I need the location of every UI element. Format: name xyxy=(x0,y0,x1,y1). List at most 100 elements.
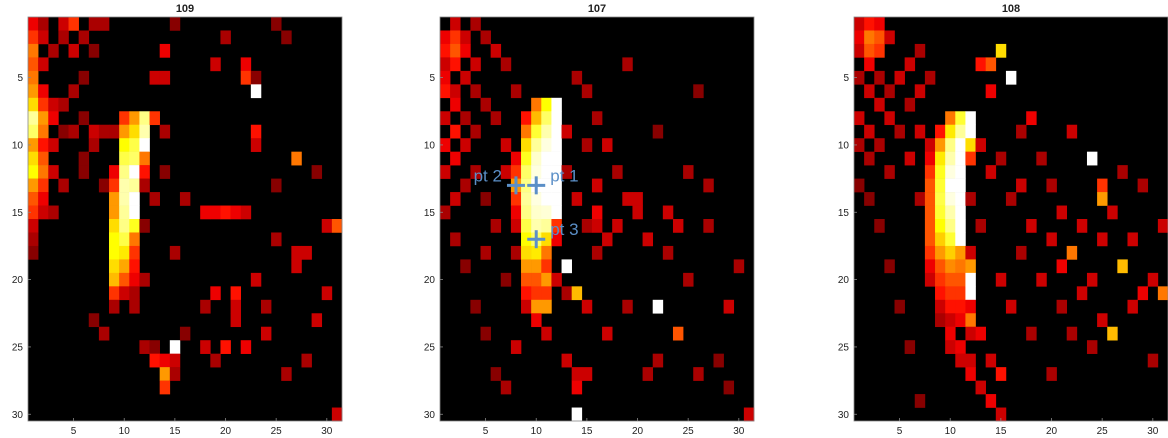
heatmap-cell xyxy=(995,151,1007,166)
heatmap-cell xyxy=(551,205,562,220)
heatmap-cell xyxy=(531,272,542,287)
heatmap-cell xyxy=(109,178,120,193)
heatmap-cell xyxy=(602,232,613,247)
heatmap-cell xyxy=(311,313,323,328)
heatmap-cell xyxy=(38,57,49,72)
heatmap-cell xyxy=(945,245,956,260)
heatmap-cell xyxy=(510,165,522,179)
heatmap-cell xyxy=(169,353,181,368)
heatmap-cell xyxy=(874,97,885,112)
heatmap-cell xyxy=(531,205,542,220)
heatmap-cell xyxy=(139,151,150,166)
heatmap-cell xyxy=(541,178,552,193)
heatmap-cell xyxy=(914,43,926,58)
heatmap-cell xyxy=(1086,151,1098,166)
heatmap-cell xyxy=(68,84,79,99)
heatmap-cell xyxy=(945,313,956,328)
heatmap-cell xyxy=(78,70,90,85)
heatmap-cell xyxy=(955,205,966,220)
heatmap-cell xyxy=(169,17,181,31)
heatmap-cell xyxy=(440,111,451,126)
heatmap-cell xyxy=(985,165,997,179)
heatmap-cell xyxy=(301,245,312,260)
heatmap-cell xyxy=(500,272,512,287)
heatmap-cell xyxy=(662,245,674,260)
heatmap-cell xyxy=(129,138,140,152)
heatmap-cell xyxy=(1046,232,1057,247)
heatmap-cell xyxy=(864,17,875,31)
heatmap-cell xyxy=(139,340,150,354)
heatmap-cell xyxy=(240,205,252,220)
x-tick-label: 10 xyxy=(531,426,543,437)
heatmap-cell xyxy=(935,151,946,166)
heatmap-cell xyxy=(510,192,522,206)
heatmap-cell xyxy=(109,192,120,206)
heatmap-cell xyxy=(28,178,39,193)
heatmap-cell xyxy=(129,178,140,193)
heatmap-cell xyxy=(541,219,552,233)
heatmap-cell xyxy=(683,165,694,179)
heatmap-cell xyxy=(230,286,242,301)
heatmap-cell xyxy=(460,259,471,274)
heatmap-cell xyxy=(521,192,532,206)
heatmap-cell xyxy=(129,286,140,301)
heatmap-cell xyxy=(935,178,946,193)
heatmap-cell xyxy=(965,313,976,328)
heatmap-cell xyxy=(1097,313,1108,328)
heatmap-cell xyxy=(450,124,461,139)
heatmap-cell xyxy=(119,272,130,287)
heatmap-cell xyxy=(230,313,242,328)
heatmap-cell xyxy=(935,124,946,139)
heatmap-cell xyxy=(703,219,714,233)
heatmap-cell xyxy=(169,245,181,260)
heatmap-cell xyxy=(1107,326,1118,341)
heatmap-cell xyxy=(743,407,755,422)
heatmap-cell xyxy=(945,192,956,206)
heatmap-cell xyxy=(240,57,252,72)
heatmap-cell xyxy=(924,219,936,233)
heatmap-cell xyxy=(129,111,140,126)
heatmap-cell xyxy=(450,192,461,206)
heatmap-cell xyxy=(1127,299,1138,314)
heatmap-cell xyxy=(571,192,583,206)
heatmap-cell xyxy=(975,380,986,395)
heatmap-cell xyxy=(129,165,140,179)
heatmap-cell xyxy=(119,245,130,260)
heatmap-cell xyxy=(521,245,532,260)
heatmap-cell xyxy=(28,138,39,152)
heatmap-cell xyxy=(924,272,936,287)
x-tick-label: 20 xyxy=(220,426,232,437)
heatmap-cell xyxy=(965,245,976,260)
heatmap-cell xyxy=(521,272,532,287)
heatmap-cell xyxy=(683,272,694,287)
heatmap-cell xyxy=(914,84,926,99)
heatmap-cell xyxy=(965,151,976,166)
heatmap-cell xyxy=(38,138,49,152)
heatmap-cell xyxy=(591,205,603,220)
heatmap-cell xyxy=(945,326,956,341)
heatmap-cell xyxy=(68,17,79,31)
heatmap-cell xyxy=(510,219,522,233)
heatmap-cell xyxy=(98,326,110,341)
heatmap-cell xyxy=(1097,192,1108,206)
heatmap-cell xyxy=(935,299,946,314)
x-tick-label: 30 xyxy=(1147,426,1159,437)
heatmap-cell xyxy=(955,138,966,152)
heatmap-cell xyxy=(874,70,885,85)
heatmap-cell xyxy=(632,192,643,206)
heatmap-cell xyxy=(28,84,39,99)
heatmap-cell xyxy=(500,165,512,179)
heatmap-cell xyxy=(541,124,552,139)
heatmap-cell xyxy=(561,286,572,301)
heatmap-cell xyxy=(924,232,936,247)
heatmap-cell xyxy=(500,380,512,395)
heatmap-cell xyxy=(945,138,956,152)
heatmap-cell xyxy=(480,326,491,341)
heatmap-cell xyxy=(210,205,221,220)
heatmap-cell xyxy=(109,272,120,287)
heatmap-cell xyxy=(470,165,481,179)
y-tick-label: 15 xyxy=(12,208,24,219)
x-tick-label: 20 xyxy=(632,426,644,437)
heatmap-cell xyxy=(159,353,171,368)
heatmap-cell xyxy=(541,192,552,206)
